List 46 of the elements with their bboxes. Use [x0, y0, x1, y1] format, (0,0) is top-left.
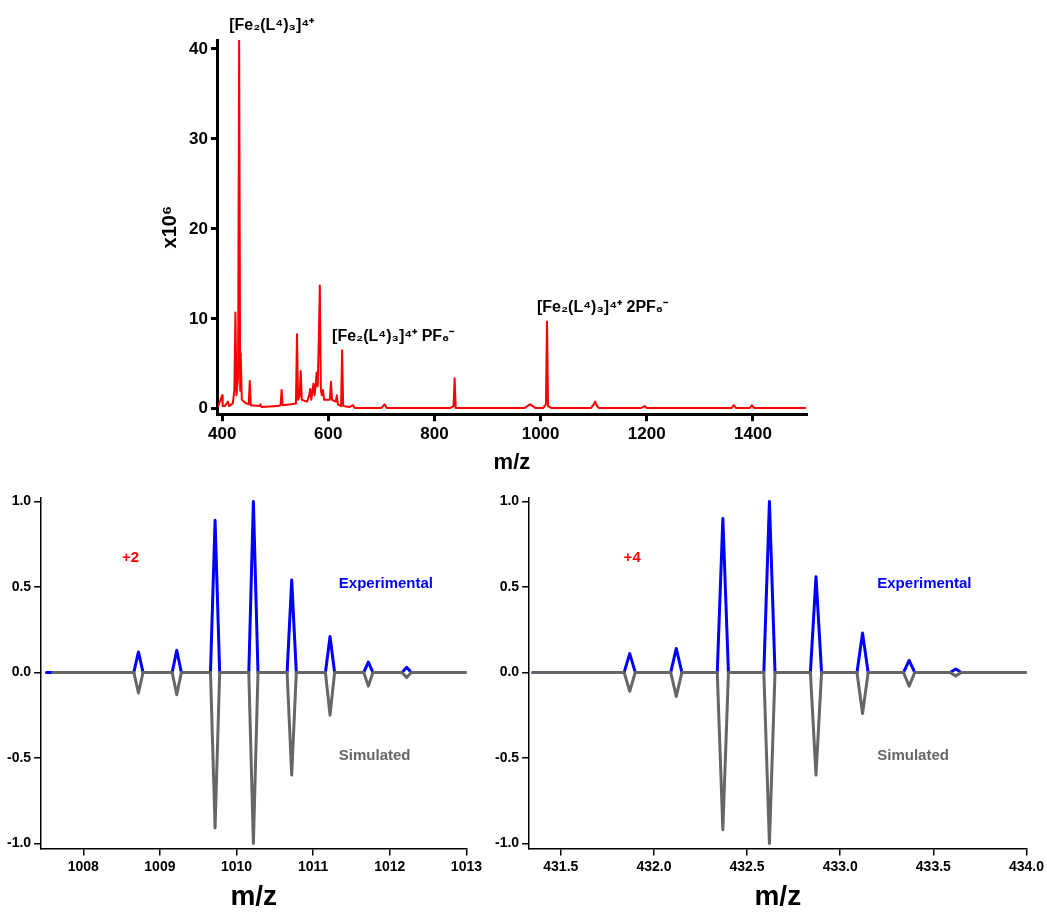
y-tick-label: 1.0	[499, 492, 520, 509]
x-tick-label: 1008	[67, 857, 100, 874]
text: Simulated	[338, 745, 411, 763]
x-tick-label: 432.5	[729, 857, 765, 874]
x-tick-label: 1200	[627, 424, 666, 444]
y-tick-label: 0.5	[11, 577, 32, 594]
x-axis-title: m/z	[493, 448, 531, 474]
y-tick-label: 20	[188, 218, 208, 238]
x-tick-label: 433.0	[822, 857, 858, 874]
x-tick-label: 400	[207, 424, 237, 444]
x-tick-label: 800	[420, 424, 449, 444]
y-tick-label: 0.5	[499, 577, 520, 594]
x-tick-label: 1009	[144, 857, 176, 874]
annotation: [Fe₂(L⁴)₃]⁴⁺ 2PF₆⁻	[536, 297, 670, 315]
y-tick-label: 1.0	[11, 492, 32, 509]
text: Simulated	[877, 745, 949, 763]
y-tick-label: 0.0	[11, 663, 32, 680]
y-tick-label: -0.5	[7, 748, 32, 765]
annotation: [Fe₂(L⁴)₃]⁴⁺	[229, 16, 316, 34]
y-tick-label: -1.0	[495, 834, 520, 851]
y-tick-label: -0.5	[495, 748, 520, 765]
annotation: [Fe₂(L⁴)₃]⁴⁺ PF₆⁻	[332, 326, 456, 344]
y-tick-label: 30	[188, 128, 208, 148]
text: Experimental	[877, 574, 972, 592]
x-tick-label: 1013	[450, 857, 483, 874]
y-axis-title: x10⁶	[157, 205, 180, 249]
x-tick-label: 432.0	[636, 857, 672, 874]
x-tick-label: 1010	[220, 857, 253, 874]
x-axis-title: m/z	[230, 879, 278, 911]
x-tick-label: 1400	[734, 424, 772, 444]
text: Experimental	[338, 574, 434, 592]
x-tick-label: 600	[314, 424, 343, 444]
x-tick-label: 1012	[374, 857, 406, 874]
x-tick-label: 434.0	[1008, 857, 1045, 874]
x-tick-label: 431.5	[543, 857, 579, 874]
x-tick-label: 1011	[297, 857, 329, 874]
y-tick-label: 0	[198, 398, 208, 418]
y-tick-label: 40	[188, 38, 208, 58]
x-tick-label: 1000	[521, 424, 560, 444]
y-tick-label: -1.0	[7, 834, 32, 851]
y-tick-label: 0.0	[499, 663, 520, 680]
x-axis-title: m/z	[754, 879, 802, 911]
y-tick-label: 10	[188, 308, 208, 328]
annotation: +4	[623, 547, 642, 565]
annotation: +2	[121, 547, 140, 565]
x-tick-label: 433.5	[915, 857, 952, 874]
